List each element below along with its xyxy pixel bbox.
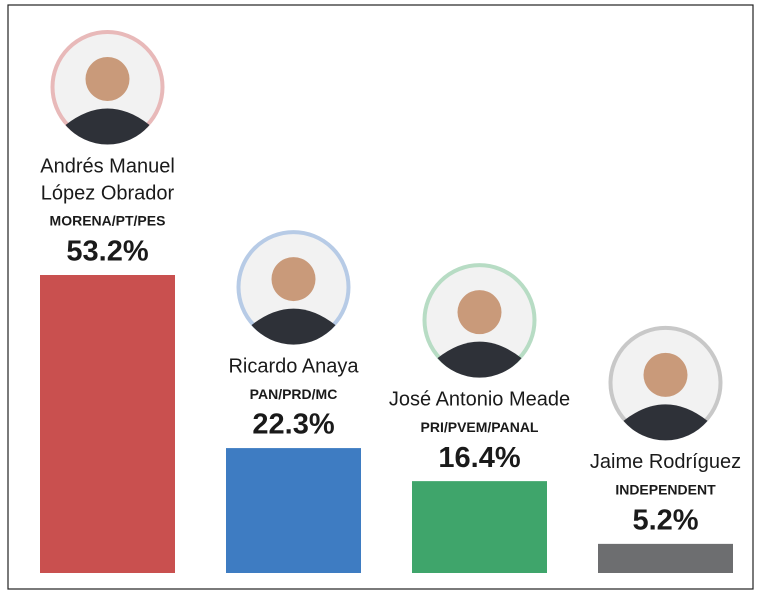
party-label: PAN/PRD/MC <box>250 386 338 402</box>
bar <box>412 481 547 573</box>
photo-head <box>457 290 502 335</box>
value-label: 22.3% <box>252 409 334 441</box>
candidate-name: Jaime Rodríguez <box>590 451 741 473</box>
photo-head <box>271 257 316 302</box>
frame <box>7 4 754 590</box>
party-label: MORENA/PT/PES <box>50 213 166 229</box>
value-label: 5.2% <box>632 505 698 537</box>
value-label: 53.2% <box>66 236 148 268</box>
candidate-name: José Antonio Meade <box>389 388 570 410</box>
value-label: 16.4% <box>438 442 520 474</box>
photo-suit <box>251 308 336 345</box>
photo-suit <box>623 404 708 441</box>
bar <box>40 275 175 573</box>
photo-head <box>643 352 688 397</box>
candidate-name: Andrés Manuel <box>40 155 175 177</box>
party-label: PRI/PVEM/PANAL <box>421 419 539 435</box>
candidate-name: Ricardo Anaya <box>228 355 359 377</box>
bar <box>598 543 733 573</box>
photo-head <box>85 57 130 101</box>
photo-suit <box>437 341 522 378</box>
candidate-name: López Obrador <box>41 182 175 204</box>
photo-suit <box>65 108 150 145</box>
party-label: INDEPENDENT <box>615 482 716 498</box>
bar <box>226 448 361 573</box>
